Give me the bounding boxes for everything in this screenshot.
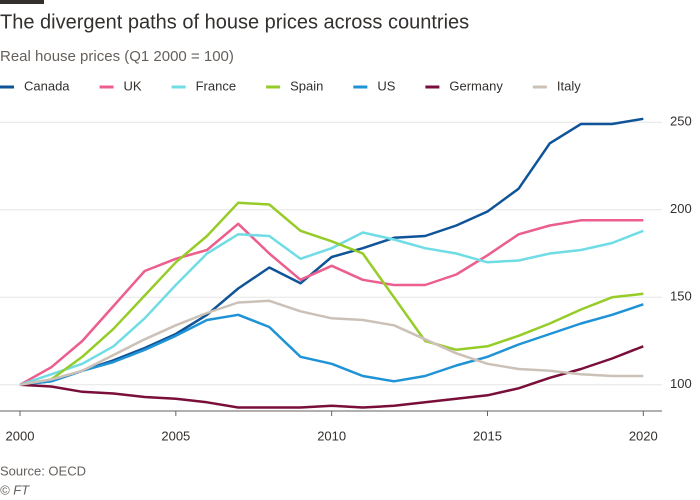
legend-label: Canada <box>24 78 70 93</box>
source: Source: OECD <box>0 463 86 478</box>
legend-label: Germany <box>449 78 503 93</box>
legend-label: Italy <box>557 78 581 93</box>
legend-label: Spain <box>290 78 323 93</box>
y-tick-label: 150 <box>670 289 692 304</box>
series-line <box>19 303 644 387</box>
chart-title: The divergent paths of house prices acro… <box>0 11 469 33</box>
series-line <box>19 345 644 409</box>
y-tick-label: 100 <box>670 376 692 391</box>
series-line <box>19 219 644 386</box>
x-tick-label: 2010 <box>317 428 346 443</box>
x-tick-label: 2020 <box>629 428 658 443</box>
series-line <box>19 229 644 386</box>
y-tick-label: 200 <box>670 201 692 216</box>
y-tick-label: 250 <box>670 114 692 129</box>
chart-subtitle: Real house prices (Q1 2000 = 100) <box>0 48 234 65</box>
legend-label: France <box>196 78 236 93</box>
brand-bar <box>0 0 44 4</box>
credit: © FT <box>0 482 30 497</box>
series-line <box>19 201 644 387</box>
legend-label: UK <box>124 78 142 93</box>
legend-label: US <box>377 78 395 93</box>
series-line <box>19 117 644 387</box>
x-tick-label: 2005 <box>161 428 190 443</box>
x-tick-label: 2000 <box>6 428 35 443</box>
x-tick-label: 2015 <box>473 428 502 443</box>
series-line <box>19 299 644 387</box>
